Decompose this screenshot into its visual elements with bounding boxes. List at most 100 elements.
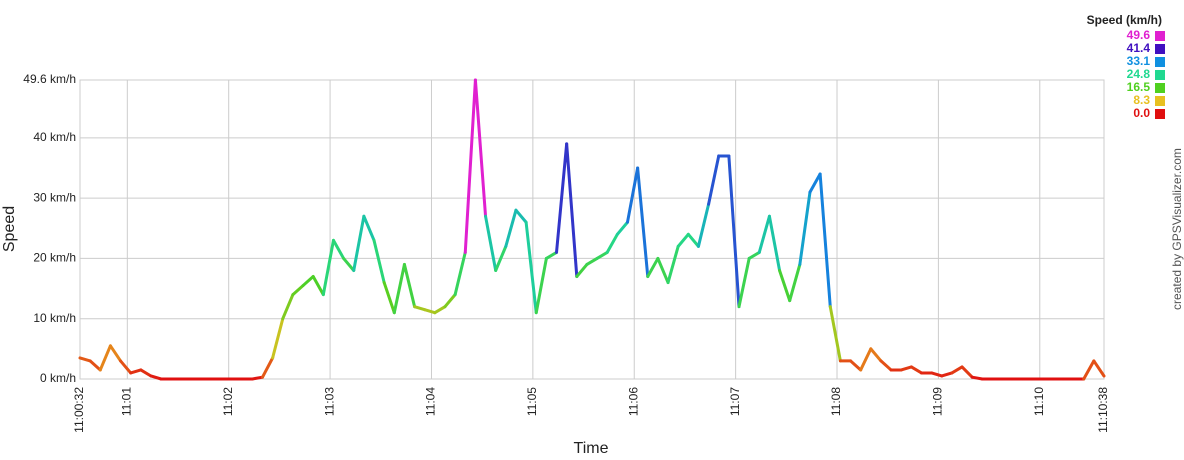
line-segment <box>899 365 913 372</box>
legend-swatch <box>1155 70 1165 80</box>
line-segment <box>413 305 427 312</box>
y-tick-label: 30 km/h <box>33 190 76 204</box>
line-segment <box>767 214 782 272</box>
line-segment <box>484 214 498 272</box>
legend-label: 16.5 <box>1127 80 1151 94</box>
line-segment <box>514 208 528 224</box>
line-segment <box>392 262 406 315</box>
x-axis-label: Time <box>574 440 609 457</box>
line-segment <box>534 256 548 315</box>
line-segment <box>494 244 508 272</box>
line-segment <box>291 284 305 297</box>
line-segment <box>818 172 832 309</box>
line-segment <box>757 214 771 254</box>
x-tick-label: 11:09 <box>931 387 945 416</box>
line-segment <box>555 142 569 254</box>
x-tick-label: 11:07 <box>728 387 742 416</box>
line-segment <box>585 256 599 266</box>
line-segment <box>950 365 964 375</box>
line-segment <box>402 262 417 309</box>
line-segment <box>666 244 680 285</box>
legend-label: 0.0 <box>1133 106 1150 120</box>
line-segment <box>737 256 751 309</box>
line-segment <box>1092 359 1106 378</box>
legend-swatch <box>1155 31 1165 41</box>
line-segment <box>321 238 335 297</box>
line-segment <box>788 262 802 303</box>
line-segment <box>98 344 112 372</box>
line-segment <box>747 250 761 260</box>
line-segment <box>271 317 285 360</box>
plot-frame <box>79 79 1105 380</box>
line-segment <box>960 365 974 379</box>
x-tick-label: 11:03 <box>322 387 336 416</box>
line-segment <box>565 142 579 279</box>
legend-swatch <box>1155 109 1165 119</box>
line-segment <box>595 250 609 260</box>
line-segment <box>605 232 619 254</box>
line-segment <box>78 356 92 363</box>
line-segment <box>382 281 396 315</box>
line-segment <box>129 368 143 375</box>
line-segment <box>443 293 457 309</box>
x-tick-label: 11:01 <box>119 387 133 416</box>
line-segment <box>930 371 944 378</box>
x-tick-label: 11:02 <box>221 387 235 416</box>
y-axis-label: Speed <box>1 206 18 252</box>
credit: created by GPSVisualizer.com <box>1170 148 1184 310</box>
legend-label: 41.4 <box>1127 41 1151 55</box>
x-tick-label: 11:00:32 <box>72 387 86 433</box>
line-segment <box>352 214 366 272</box>
x-tick-label: 11:10:38 <box>1096 387 1110 433</box>
legend-title: Speed (km/h) <box>1087 13 1162 27</box>
y-tick-label: 0 km/h <box>40 371 76 385</box>
line-segment <box>646 256 660 279</box>
line-segment <box>453 250 467 297</box>
line-segment <box>625 166 640 224</box>
legend-swatch <box>1155 44 1165 54</box>
line-segment <box>88 359 102 372</box>
line-segment <box>798 190 812 266</box>
line-segment <box>909 365 924 375</box>
line-segment <box>575 262 589 279</box>
line-segment <box>149 374 163 381</box>
legend-label: 49.6 <box>1127 28 1151 42</box>
line-segment <box>615 220 629 236</box>
line-segment <box>849 359 863 372</box>
line-segment <box>636 166 650 279</box>
line-segment <box>423 308 437 315</box>
legend-label: 8.3 <box>1133 93 1150 107</box>
line-segment <box>828 305 842 363</box>
y-tick-label: 49.6 km/h <box>23 72 76 86</box>
legend-label: 33.1 <box>1127 54 1151 68</box>
line-segment <box>311 275 325 297</box>
line-segment <box>778 268 792 303</box>
line-segment <box>139 368 153 378</box>
line-segment <box>686 232 700 248</box>
line-segment <box>301 275 315 288</box>
x-tick-label: 11:06 <box>626 387 640 416</box>
line-segment <box>656 256 670 285</box>
line-segment <box>696 202 711 248</box>
line-segment <box>676 232 690 248</box>
x-tick-label: 11:10 <box>1032 387 1046 416</box>
line-segment <box>250 375 264 381</box>
line-segment <box>869 347 883 363</box>
line-segment <box>281 293 295 321</box>
line-segment <box>473 78 488 218</box>
line-segment <box>707 154 721 206</box>
y-tick-label: 20 km/h <box>33 251 76 265</box>
line-segment <box>372 238 386 285</box>
x-tick-label: 11:08 <box>829 387 843 416</box>
line-segment <box>342 256 356 272</box>
y-tick-label: 10 km/h <box>33 311 76 325</box>
line-segment <box>260 356 275 379</box>
y-tick-label: 40 km/h <box>33 130 76 144</box>
line-segment <box>119 359 133 375</box>
line-segment <box>504 208 518 248</box>
line-segment <box>727 154 741 309</box>
line-segment <box>808 172 822 194</box>
line-segment <box>970 375 984 381</box>
line-segment <box>108 344 123 363</box>
